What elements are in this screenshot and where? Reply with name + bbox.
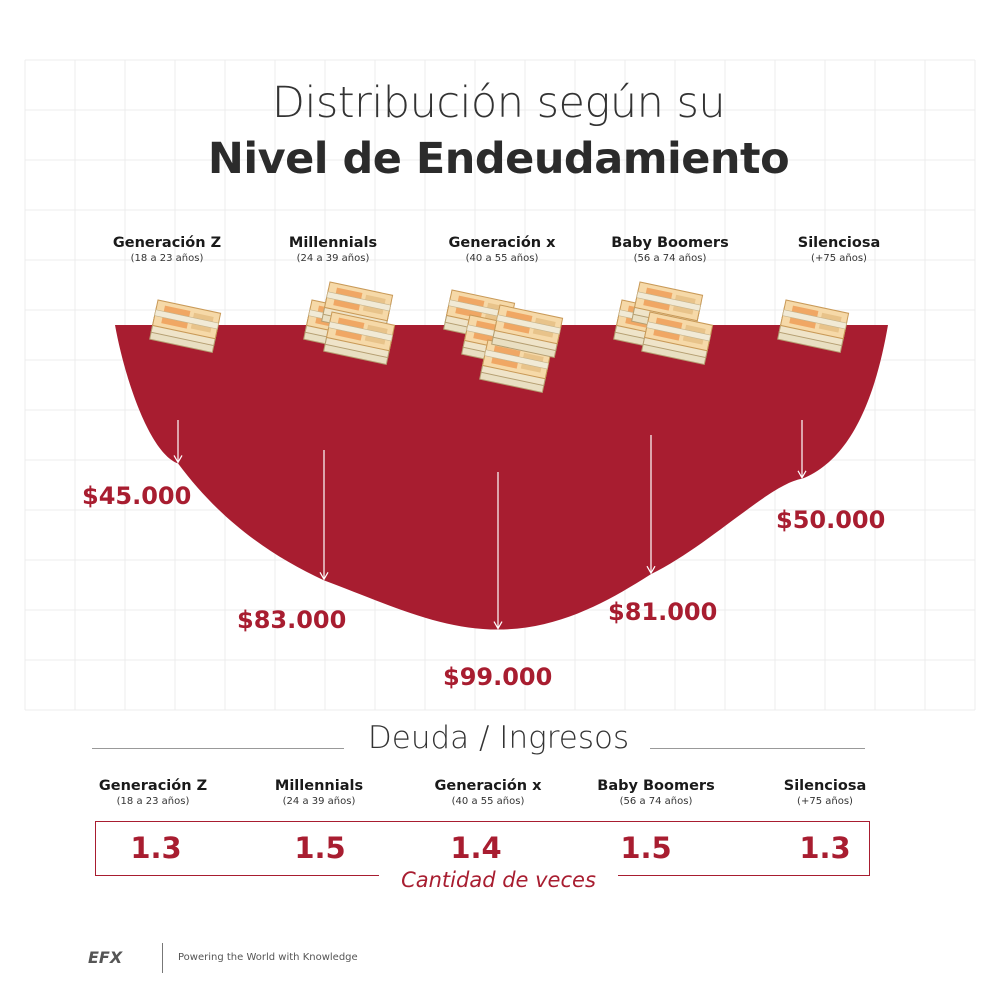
ratio-divider-right xyxy=(650,748,865,749)
ratio-category-4: Baby Boomers (56 a 74 años) xyxy=(571,778,741,807)
ratio-value-2: 1.5 xyxy=(294,831,346,865)
value-marker-arrow xyxy=(493,621,503,630)
category-name: Silenciosa xyxy=(797,235,881,251)
value-marker-arrow xyxy=(319,572,329,581)
category-age: (+75 años) xyxy=(811,253,867,264)
category-age: (18 a 23 años) xyxy=(130,253,204,264)
ratio-category-5: Silenciosa (+75 años) xyxy=(740,778,910,807)
category-age: (56 a 74 años) xyxy=(633,253,707,264)
category-age: (56 a 74 años) xyxy=(619,796,693,807)
category-age: (24 a 39 años) xyxy=(282,796,356,807)
banknote-stack xyxy=(641,311,714,366)
ratio-unit: Cantidad de veces xyxy=(379,868,618,892)
category-name: Baby Boomers xyxy=(611,235,729,251)
category-age: (+75 años) xyxy=(797,796,853,807)
banknote-stack xyxy=(777,299,850,354)
value-marker-arrow xyxy=(646,565,656,575)
ratio-value-4: 1.5 xyxy=(620,831,672,865)
value-label-3: $99.000 xyxy=(443,663,553,691)
ratio-value-5: 1.3 xyxy=(799,831,851,865)
banknote-stack xyxy=(323,311,396,366)
footer-divider xyxy=(162,943,163,973)
value-label-2: $83.000 xyxy=(237,606,347,634)
value-label-4: $81.000 xyxy=(608,598,718,626)
ratio-value-3: 1.4 xyxy=(450,831,502,865)
category-label-5: Silenciosa (+75 años) xyxy=(754,235,924,264)
category-age: (18 a 23 años) xyxy=(116,796,190,807)
ratio-divider-left xyxy=(92,748,344,749)
value-marker-arrow xyxy=(797,470,807,480)
category-name: Millennials xyxy=(288,235,378,251)
category-name: Generación Z xyxy=(98,778,208,794)
category-label-1: Generación Z (18 a 23 años) xyxy=(82,235,252,264)
ratio-unit-container: Cantidad de veces xyxy=(0,868,997,892)
value-marker-arrow xyxy=(173,455,183,464)
ratio-value-1: 1.3 xyxy=(130,831,182,865)
category-name: Silenciosa xyxy=(783,778,867,794)
debt-area xyxy=(115,325,888,630)
category-age: (40 a 55 años) xyxy=(465,253,539,264)
category-name: Generación x xyxy=(448,235,556,251)
title-line-2: Nivel de Endeudamiento xyxy=(207,134,790,184)
banknote-stack xyxy=(149,299,222,354)
ratio-title: Deuda / Ingresos xyxy=(367,720,630,756)
ratio-category-2: Millennials (24 a 39 años) xyxy=(234,778,404,807)
value-label-5: $50.000 xyxy=(776,506,886,534)
category-name: Generación x xyxy=(434,778,542,794)
footer-tagline: Powering the World with Knowledge xyxy=(178,952,358,963)
category-label-2: Millennials (24 a 39 años) xyxy=(248,235,418,264)
category-name: Baby Boomers xyxy=(597,778,715,794)
category-age: (24 a 39 años) xyxy=(296,253,370,264)
category-label-4: Baby Boomers (56 a 74 años) xyxy=(585,235,755,264)
efx-logo: EFX xyxy=(88,948,123,967)
category-age: (40 a 55 años) xyxy=(451,796,525,807)
category-name: Generación Z xyxy=(112,235,222,251)
ratio-category-3: Generación x (40 a 55 años) xyxy=(403,778,573,807)
title-line-1: Distribución según su xyxy=(271,78,726,128)
category-label-3: Generación x (40 a 55 años) xyxy=(417,235,587,264)
banknote-stack xyxy=(491,304,564,359)
category-name: Millennials xyxy=(274,778,364,794)
value-label-1: $45.000 xyxy=(82,482,192,510)
ratio-category-1: Generación Z (18 a 23 años) xyxy=(68,778,238,807)
banknote-stack xyxy=(479,339,552,394)
